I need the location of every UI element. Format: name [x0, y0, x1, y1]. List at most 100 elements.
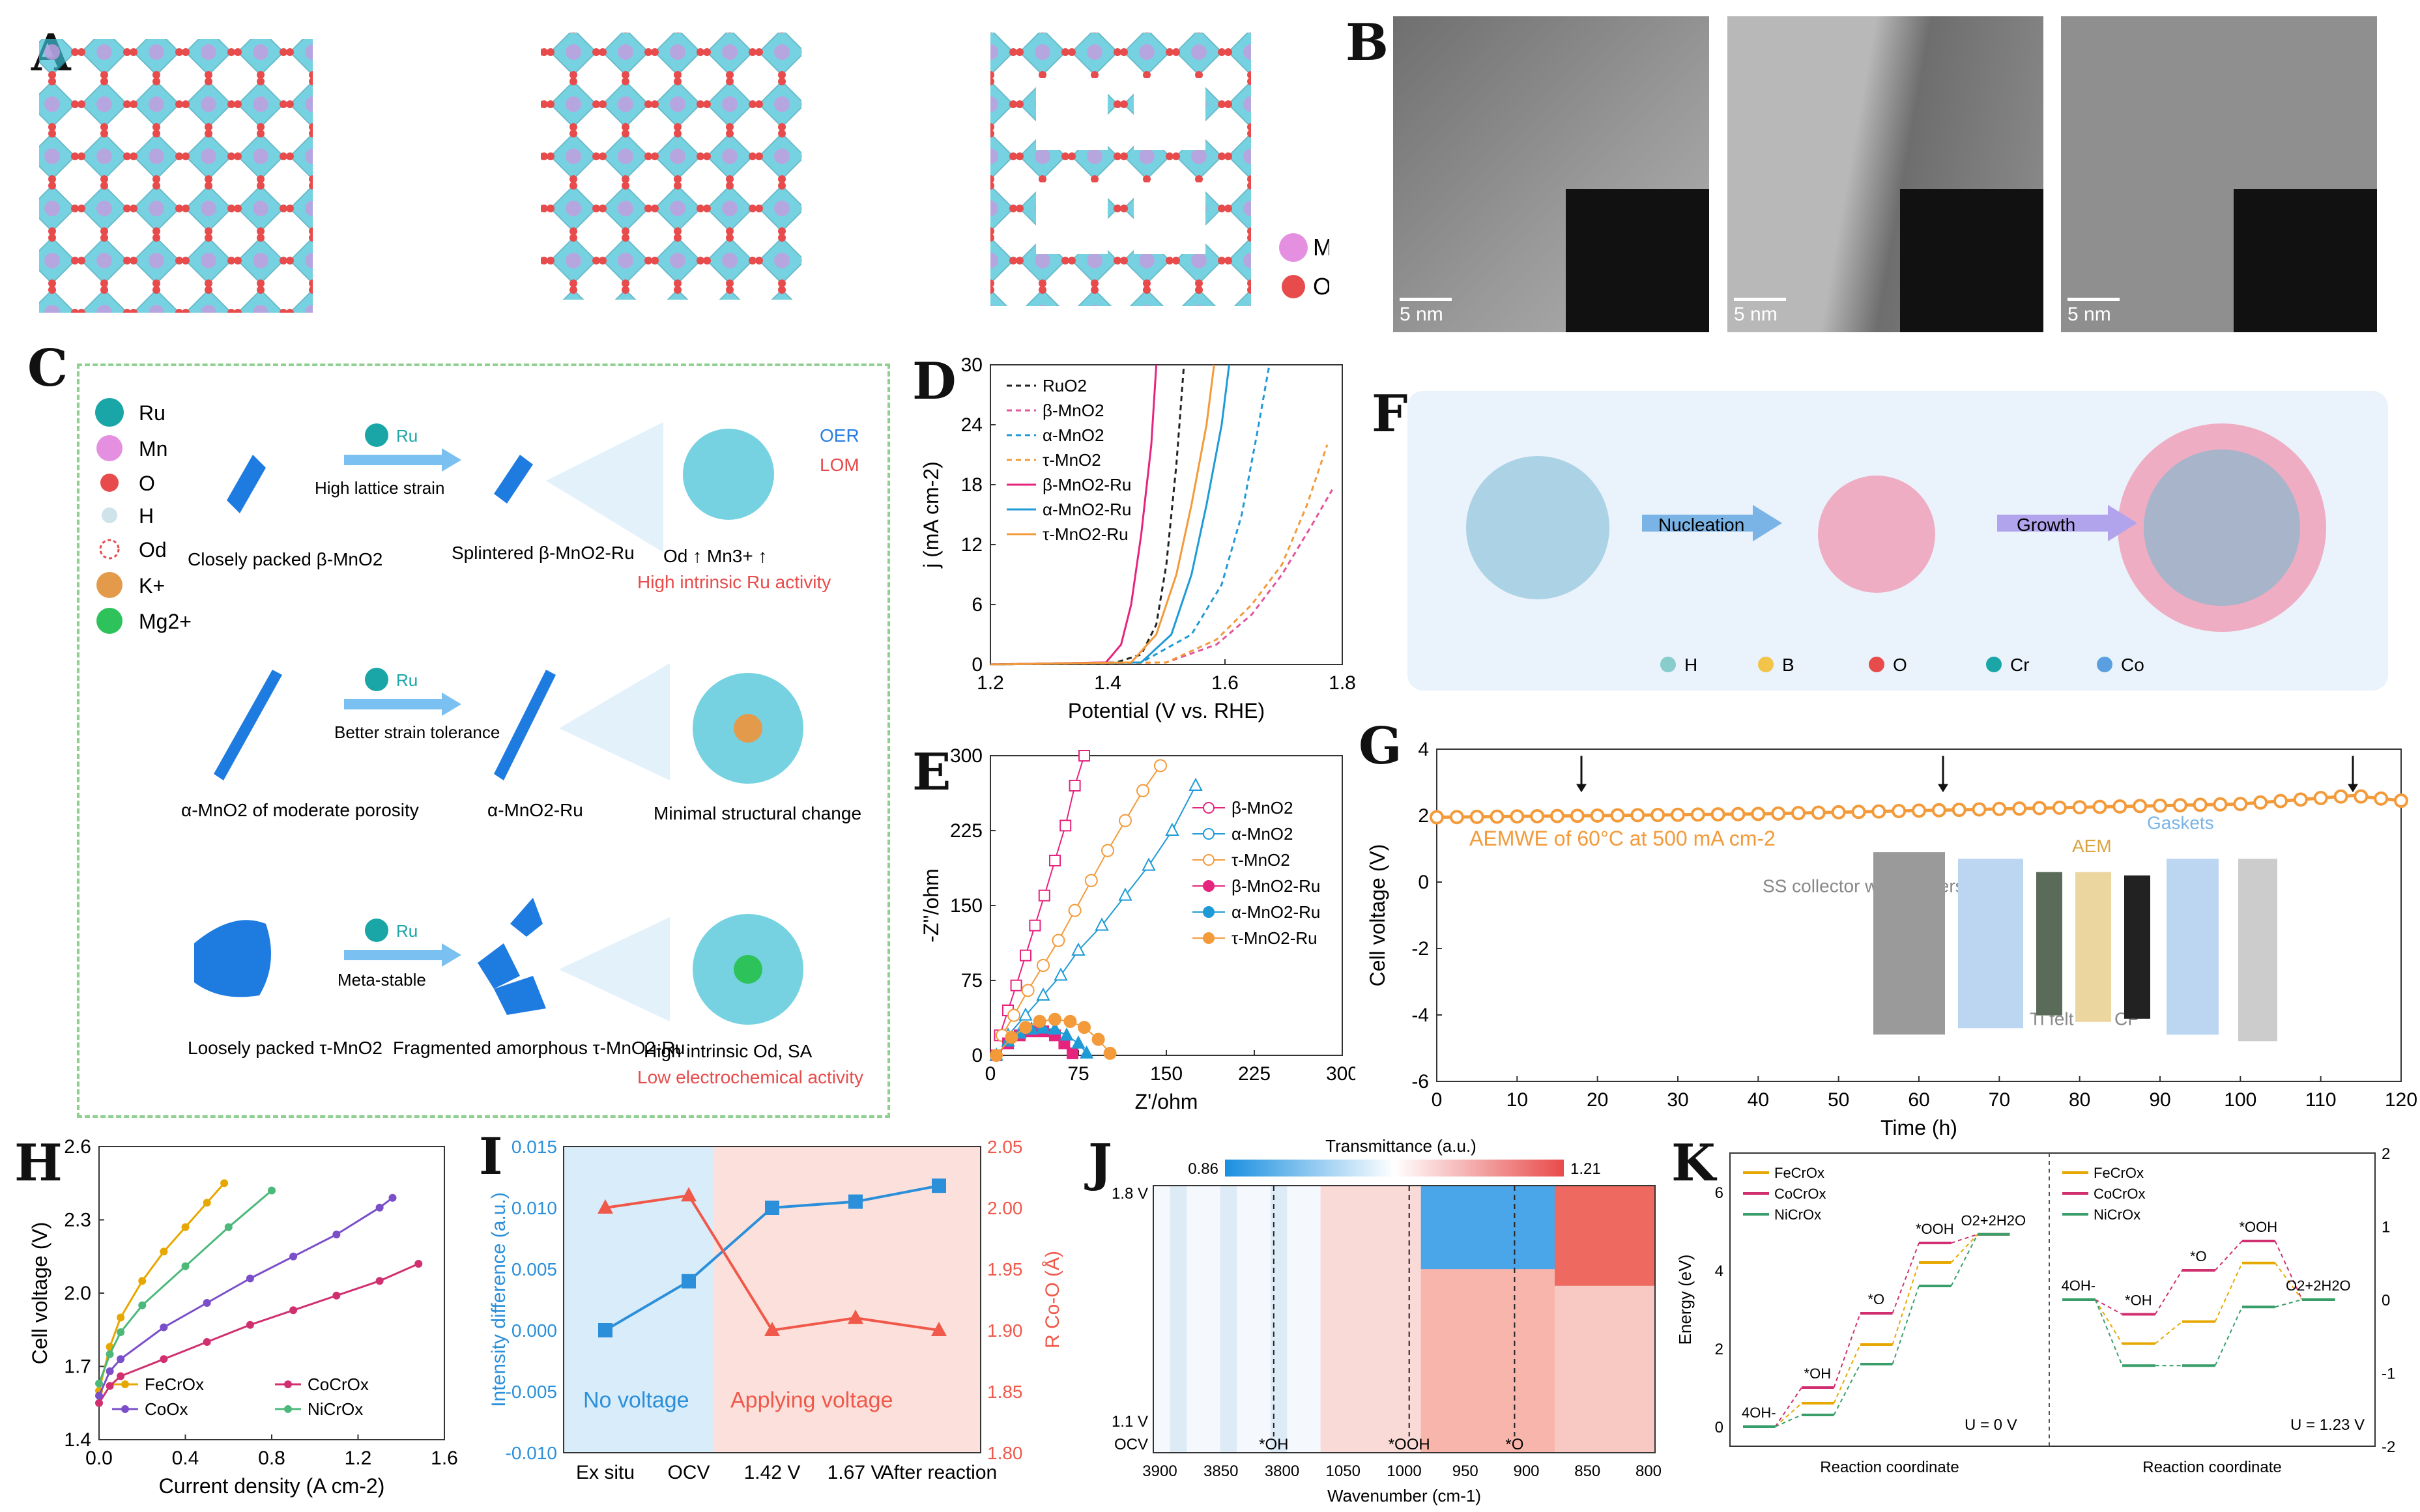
heatmap-cell — [1187, 1186, 1204, 1203]
energy-connector — [1892, 1285, 1920, 1365]
heatmap-cell — [1337, 1319, 1355, 1337]
legend-marker — [1203, 932, 1215, 944]
data-point — [1671, 807, 1685, 822]
data-point — [388, 1193, 397, 1202]
heatmap-cell — [1521, 1352, 1538, 1370]
heatmap-cell — [1555, 1369, 1572, 1386]
heatmap-cell — [1354, 1386, 1372, 1403]
heatmap-cell — [1454, 1302, 1472, 1320]
annotation: AEMWE of 60°C at 500 mA cm-2 — [1469, 827, 1776, 850]
heatmap-cell — [1370, 1252, 1388, 1270]
heatmap-cell — [1521, 1386, 1538, 1403]
heatmap-cell — [1304, 1419, 1321, 1436]
data-point — [268, 1186, 276, 1195]
heatmap-cell — [1370, 1186, 1388, 1203]
heatmap-cell — [1203, 1436, 1221, 1453]
legend-co: Co — [2121, 655, 2144, 675]
heatmap-cell — [1488, 1403, 1505, 1420]
heatmap-cell — [1370, 1369, 1388, 1386]
heatmap-cell — [1320, 1202, 1338, 1220]
x-tick-label: 850 — [1574, 1462, 1600, 1480]
heatmap-cell — [1387, 1403, 1405, 1420]
heatmap-cell — [1437, 1202, 1455, 1220]
heatmap-cell — [1404, 1186, 1422, 1203]
heatmap-cell — [1437, 1285, 1455, 1303]
heatmap-cell — [1304, 1369, 1321, 1386]
heatmap-cell — [1505, 1186, 1522, 1203]
heatmap-cell — [1153, 1269, 1171, 1287]
heatmap-cell — [1420, 1186, 1438, 1203]
data-point — [332, 1231, 341, 1238]
svg-text:Minimal structural change: Minimal structural change — [654, 803, 861, 823]
heatmap-cell — [1220, 1219, 1237, 1236]
x-tick-label: 1.4 — [1094, 672, 1121, 694]
heatmap-cell — [1237, 1335, 1254, 1353]
heatmap-cell — [1437, 1302, 1455, 1320]
x-tick-label: 50 — [1828, 1089, 1849, 1111]
heatmap-cell — [1187, 1419, 1204, 1436]
heatmap-cell — [1621, 1403, 1639, 1420]
heatmap-cell — [1304, 1285, 1321, 1303]
heatmap-cell — [1203, 1235, 1221, 1253]
heatmap-cell — [1153, 1319, 1171, 1337]
data-point — [1430, 810, 1444, 825]
data-point — [1650, 808, 1665, 823]
heatmap-cell — [1420, 1235, 1438, 1253]
heatmap-cell — [1237, 1252, 1254, 1270]
heatmap-cell — [1621, 1319, 1639, 1337]
heatmap-cell — [1320, 1235, 1338, 1253]
heatmap-cell — [1237, 1386, 1254, 1403]
energy-connector — [2214, 1262, 2243, 1322]
legend-mg: Mg2+ — [139, 610, 192, 633]
heatmap-cell — [1521, 1335, 1538, 1353]
heatmap-cell — [1170, 1219, 1187, 1236]
data-point — [117, 1372, 125, 1380]
heatmap-cell — [1187, 1269, 1204, 1287]
panel-a-structures: Mn O — [39, 33, 1329, 313]
data-point — [2394, 793, 2408, 808]
step-growth: Growth — [2017, 515, 2075, 535]
heatmap-cell — [1420, 1302, 1438, 1320]
x-axis-label: Reaction coordinate — [2142, 1459, 2281, 1476]
data-point — [117, 1355, 125, 1363]
heatmap-cell — [1488, 1335, 1505, 1353]
heatmap-cell — [1555, 1285, 1572, 1303]
y-axis-label: j (mA cm-2) — [919, 461, 943, 569]
heatmap-cell — [1420, 1419, 1438, 1436]
saed-inset — [1900, 189, 2043, 332]
heatmap-cell — [1387, 1352, 1405, 1370]
panel-label-e: E — [912, 743, 951, 802]
heatmap-cell — [1354, 1269, 1372, 1287]
heatmap-cell — [1304, 1319, 1321, 1337]
data-point — [1791, 806, 1806, 821]
heatmap-cell — [1605, 1202, 1622, 1220]
heatmap-cell — [1404, 1335, 1422, 1353]
heatmap-cell — [1471, 1219, 1488, 1236]
condition-label: U = 1.23 V — [2290, 1416, 2365, 1434]
data-point — [1036, 987, 1050, 1001]
heatmap-cell — [1538, 1302, 1555, 1320]
heatmap-cell — [1505, 1436, 1522, 1453]
data-point — [1052, 934, 1065, 947]
series-line — [990, 364, 1215, 666]
heatmap-cell — [1555, 1186, 1572, 1203]
y-tick-label: 150 — [950, 895, 983, 917]
energy-connector — [1833, 1363, 1861, 1416]
colorbar — [1225, 1160, 1564, 1177]
data-point — [1931, 803, 1946, 818]
arrow-head — [1576, 784, 1587, 793]
data-point — [106, 1367, 114, 1375]
panel-label-b: B — [1346, 13, 1389, 72]
panel-label-h: H — [14, 1134, 63, 1193]
heatmap-cell — [1621, 1202, 1639, 1220]
chart-g: 0 10 20 30 40 50 60 70 80 90 100 110 120 -6 -4 -2 0 2 4 Tim… — [1366, 739, 2417, 1139]
x-tick-label: 3800 — [1265, 1462, 1299, 1480]
heatmap-cell — [1505, 1319, 1522, 1337]
row-label-left: Closely packed β-MnO2 — [188, 549, 382, 569]
x-tick-label: 1000 — [1387, 1462, 1421, 1480]
x-tick-label: 30 — [1667, 1089, 1688, 1111]
heatmap-cell — [1254, 1302, 1271, 1320]
heatmap-cell — [1521, 1235, 1538, 1253]
y-tick-label: 0 — [972, 1045, 983, 1066]
data-point — [1510, 809, 1525, 824]
